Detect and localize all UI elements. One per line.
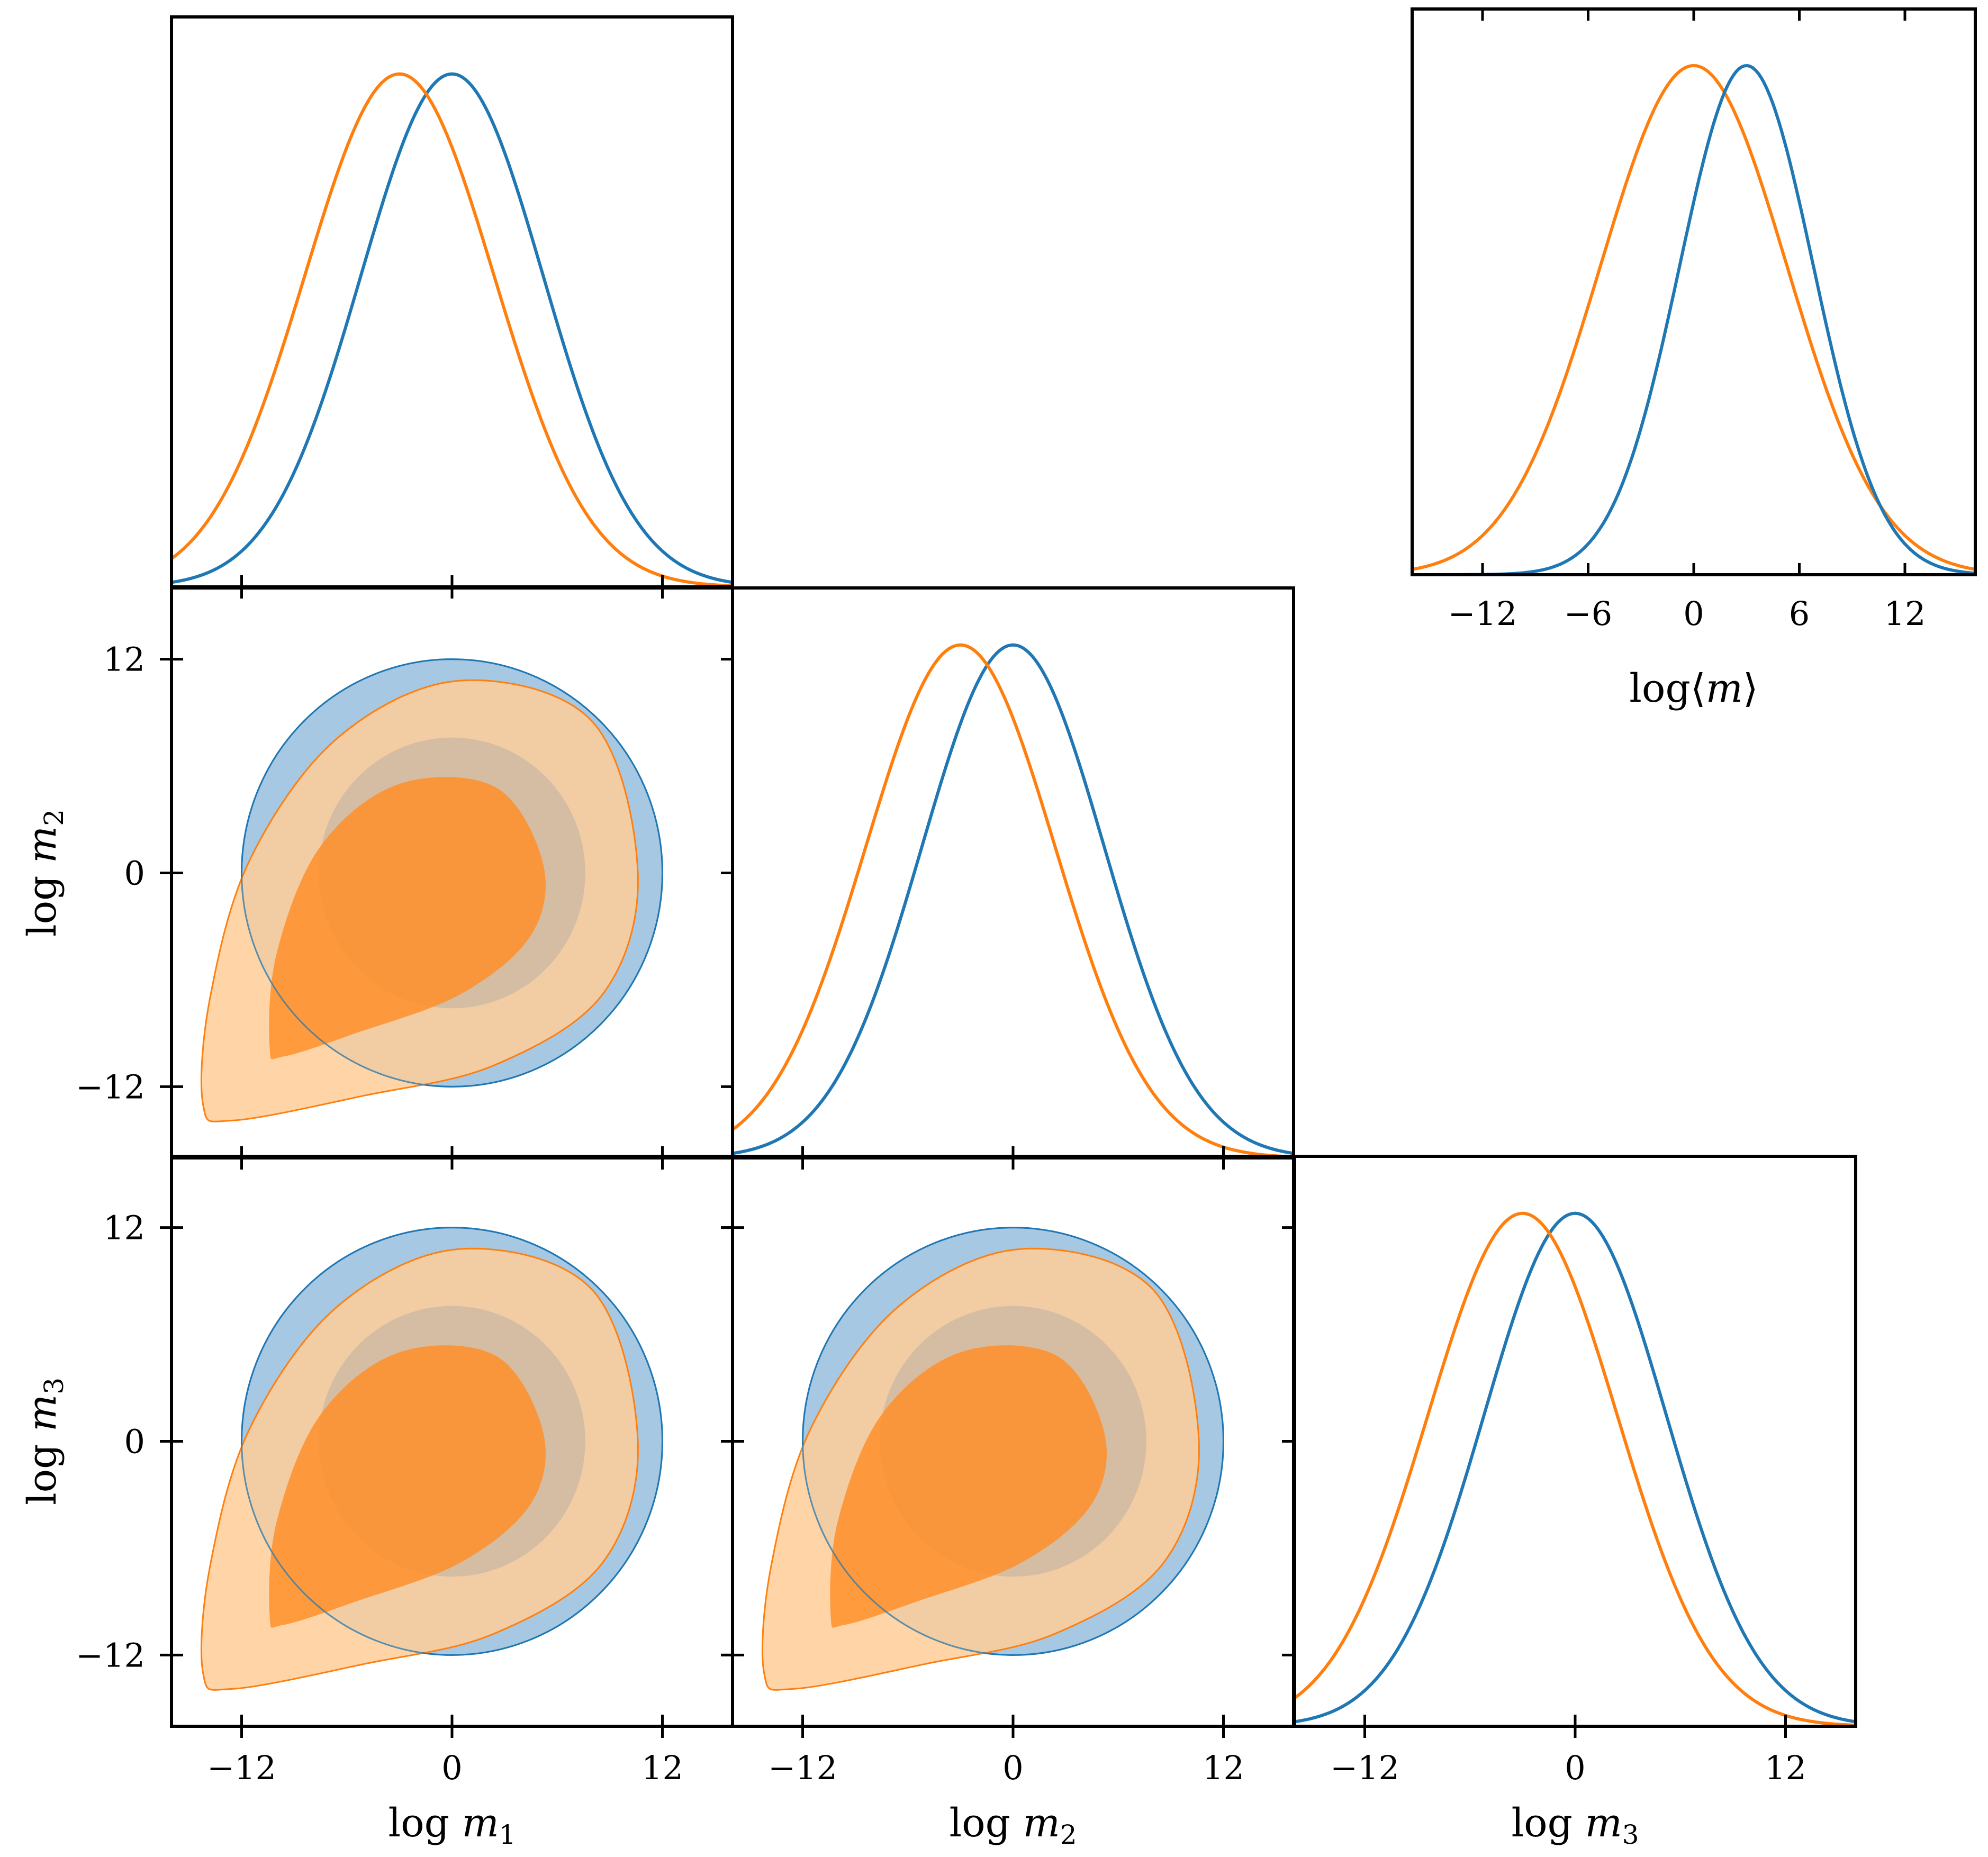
inset-curve-b	[1412, 64, 1976, 571]
xlabel-2: log m2	[949, 1800, 1077, 1850]
inset-x-tick-label: 6	[1789, 594, 1810, 633]
ticks	[160, 9, 1906, 1738]
inset-panel	[1411, 7, 1977, 576]
panel-3-2-x-tick-label: 0	[1002, 1749, 1023, 1787]
panel-3-1-x-tick-label: 12	[641, 1749, 683, 1787]
inset-x-tick-label: −6	[1564, 594, 1612, 633]
panel-3-2-a-outline	[802, 1227, 1224, 1656]
marginal-a-2	[732, 643, 1294, 1155]
xlabel-1: log m1	[388, 1800, 516, 1850]
panel-diag-3	[1293, 1155, 1857, 1728]
panel-2-1-y-tick-label: 12	[103, 640, 145, 679]
ylabel-3: log m3	[20, 1378, 69, 1505]
marginal-b-3	[1294, 1211, 1856, 1727]
contour-fills	[201, 658, 1224, 1691]
panel-3-1-y-tick-label: 0	[124, 1423, 145, 1461]
panel-2-1-b-inner	[269, 777, 546, 1059]
panel-diag-3-x-tick-label: −12	[1330, 1749, 1399, 1787]
inset-x-tick-label: 12	[1884, 594, 1926, 633]
panel-3-1-y-tick-label: −12	[76, 1636, 145, 1674]
panel-3-2-b-inner	[830, 1345, 1107, 1628]
panel-3-2-x-tick-label: 12	[1203, 1749, 1244, 1787]
marginal-b-2	[731, 643, 1294, 1158]
xlabel-3: log m3	[1511, 1800, 1639, 1850]
panel-diag-3-x-tick-label: 12	[1765, 1749, 1806, 1787]
panel-3-1-a-outline	[241, 1227, 663, 1656]
marginal-b-1	[170, 72, 733, 587]
labels: −12 0 12 −12 0 12 −12 0 12 −12 0 12 −12 0 12 log m1 log …	[20, 594, 1926, 1850]
inset-curve-a	[1412, 64, 1976, 576]
panel-3-1-x-tick-label: −12	[207, 1749, 276, 1787]
panel-3-2-x-tick-label: −12	[768, 1749, 837, 1787]
panel-2-1-y-tick-label: 0	[124, 854, 145, 893]
marginal-a-3	[1294, 1211, 1856, 1724]
ylabel-2: log m2	[20, 809, 69, 937]
panel-3-1-b-inner	[269, 1345, 546, 1628]
inset-x-tick-label: 0	[1683, 594, 1704, 633]
panel-diag-2	[731, 586, 1295, 1160]
marginal-a-1	[171, 72, 733, 584]
panel-3-1-x-tick-label: 0	[441, 1749, 462, 1787]
inset-xlabel: log⟨m⟩	[1629, 666, 1758, 711]
panel-3-1-y-tick-label: 12	[103, 1209, 145, 1247]
inset-x-tick-label: −12	[1448, 594, 1517, 633]
panel-diag-1	[170, 15, 734, 588]
panel-2-1-y-tick-label: −12	[76, 1067, 145, 1106]
panel-2-1-a-outline	[241, 658, 663, 1088]
panel-diag-3-x-tick-label: 0	[1565, 1749, 1585, 1787]
